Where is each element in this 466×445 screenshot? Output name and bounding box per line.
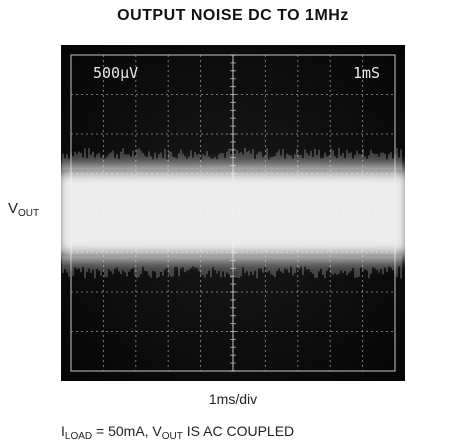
note-i: I (61, 423, 65, 439)
chart-title: OUTPUT NOISE DC TO 1MHz (117, 7, 349, 24)
note-vout-sub: OUT (161, 431, 183, 442)
noise-band-core (61, 173, 405, 253)
oscilloscope-screen: 500μV 1mS (61, 45, 405, 381)
y-axis-label-sub: OUT (18, 208, 40, 219)
note-load-text: = 50mA, V (92, 423, 162, 439)
x-axis-label: 1ms/div (208, 391, 258, 407)
horizontal-scale-readout: 1mS (353, 64, 380, 82)
vertical-scale-readout: 500μV (93, 64, 138, 82)
note-iload-sub: LOAD (64, 431, 93, 442)
note-coupling-text: IS AC COUPLED (182, 423, 295, 439)
y-axis-label: VOUT (8, 200, 39, 219)
noise-trace (61, 147, 405, 279)
scope-plot: 500μV 1mS (61, 45, 405, 381)
test-conditions-note: ILOAD = 50mA, VOUT IS AC COUPLED (61, 423, 294, 442)
y-axis-label-main: V (8, 200, 19, 217)
